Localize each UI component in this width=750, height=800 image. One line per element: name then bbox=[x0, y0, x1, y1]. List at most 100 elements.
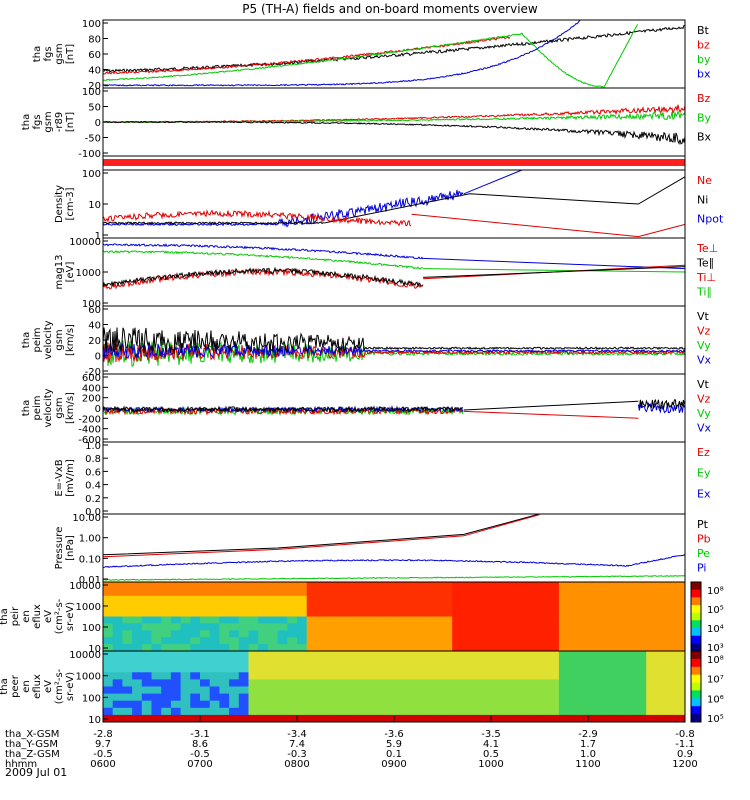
spectro-cell bbox=[461, 679, 473, 687]
legend-Te∥: Te∥ bbox=[696, 257, 714, 270]
spectro-cell bbox=[335, 665, 346, 673]
spectro-cell bbox=[180, 658, 191, 666]
spectro-cell bbox=[558, 651, 570, 659]
spectro-cell bbox=[277, 686, 288, 695]
ylabel-line: sr-eV) bbox=[65, 672, 76, 701]
spectro-cell bbox=[461, 714, 473, 723]
spectro-cell bbox=[665, 644, 676, 652]
spectro-cell bbox=[452, 679, 463, 687]
spectro-cell bbox=[413, 602, 424, 611]
spectro-cell bbox=[161, 714, 172, 723]
spectro-cell bbox=[151, 623, 162, 631]
spectro-cell bbox=[607, 582, 618, 590]
spectro-cell bbox=[491, 623, 502, 631]
spectro-cell bbox=[103, 679, 114, 687]
spectro-cell bbox=[374, 672, 385, 680]
spectro-cell bbox=[364, 582, 376, 590]
spectro-cell bbox=[151, 588, 162, 597]
spectro-cell bbox=[607, 623, 618, 631]
spectro-cell bbox=[316, 623, 327, 631]
spectro-cell bbox=[161, 679, 172, 687]
spectro-cell bbox=[355, 616, 366, 624]
spectro-cell bbox=[345, 714, 356, 723]
spectro-cell bbox=[529, 616, 540, 624]
panel-10: 10000 1000 100 10 tha peer en eflux eV (cm²-s-sr-… bbox=[0, 650, 686, 726]
spectro-cell bbox=[161, 630, 172, 638]
spectro-cell bbox=[248, 616, 259, 624]
spectro-cell bbox=[500, 616, 511, 624]
spectro-cell bbox=[655, 588, 667, 597]
spectro-cell bbox=[529, 679, 540, 687]
spectro-cell bbox=[267, 630, 279, 638]
spectro-cell bbox=[170, 665, 182, 673]
spectro-cell bbox=[112, 651, 123, 659]
panel-10-plot bbox=[103, 651, 686, 723]
legend-Vx: Vx bbox=[697, 422, 712, 435]
spectro-cell bbox=[200, 602, 211, 611]
spectro-cell bbox=[471, 651, 482, 659]
spectro-cell bbox=[617, 609, 628, 617]
spectro-cell bbox=[471, 693, 482, 702]
spectro-cell bbox=[491, 672, 502, 680]
spectro-cell bbox=[297, 679, 308, 687]
spectro-cell bbox=[219, 582, 230, 590]
spectro-cell bbox=[675, 630, 686, 638]
spectro-cell bbox=[316, 679, 327, 687]
spectro-cell bbox=[238, 623, 249, 631]
spectro-cell bbox=[248, 658, 259, 666]
y-tick-label: 0.8 bbox=[85, 454, 101, 465]
spectro-cell bbox=[267, 693, 279, 702]
spectro-cell bbox=[675, 714, 686, 723]
spectro-cell bbox=[170, 602, 182, 611]
spectro-cell bbox=[403, 644, 414, 652]
spectro-cell bbox=[287, 623, 298, 631]
spectro-cell bbox=[500, 693, 511, 702]
y-tick-label: 1000 bbox=[76, 268, 101, 279]
spectro-cell bbox=[219, 658, 230, 666]
spectro-cell bbox=[423, 686, 434, 695]
spectro-cell bbox=[200, 623, 211, 631]
spectro-cell bbox=[112, 582, 123, 590]
spectro-cell bbox=[229, 616, 240, 624]
spectro-cell bbox=[578, 588, 589, 597]
spectro-cell bbox=[520, 714, 531, 723]
spectro-cell bbox=[122, 672, 133, 680]
spectro-cell bbox=[529, 582, 540, 590]
spectro-cell bbox=[364, 693, 376, 702]
spectro-cell bbox=[626, 630, 637, 638]
series-by bbox=[102, 32, 604, 88]
spectro-cell bbox=[520, 693, 531, 702]
spectro-cell bbox=[122, 602, 133, 611]
spectro-cell bbox=[510, 651, 521, 659]
spectro-cell bbox=[481, 679, 492, 687]
spectro-cell bbox=[209, 700, 220, 709]
spectro-cell bbox=[539, 686, 550, 695]
spectro-cell bbox=[442, 679, 453, 687]
spectro-cell bbox=[355, 637, 366, 645]
panel-3: 100 10 1 Density [cm-3] Ne Ni Npot bbox=[54, 169, 724, 242]
spectro-cell bbox=[432, 679, 443, 687]
spectro-cell bbox=[297, 686, 308, 695]
spectro-cell bbox=[316, 672, 327, 680]
xaxis-value: -0.5 bbox=[190, 749, 210, 760]
ylabel-line: [mV/m] bbox=[65, 459, 76, 497]
spectro-cell bbox=[238, 700, 249, 709]
spectro-cell bbox=[626, 616, 637, 624]
spectro-cell bbox=[122, 616, 133, 624]
spectro-cell bbox=[539, 630, 550, 638]
spectro-cell bbox=[122, 707, 133, 716]
spectro-cell bbox=[248, 693, 259, 702]
ylabel-line: en bbox=[21, 610, 32, 623]
panel-9-ylabel: tha peir en eflux eV (cm²-s-sr-eV) bbox=[0, 598, 76, 634]
spectro-cell bbox=[442, 595, 453, 604]
spectro-cell bbox=[500, 623, 511, 631]
spectro-cell bbox=[636, 609, 647, 617]
spectro-cell bbox=[529, 623, 540, 631]
spectro-cell bbox=[394, 665, 405, 673]
spectro-cell bbox=[229, 672, 240, 680]
spectro-cell bbox=[539, 658, 550, 666]
spectro-cell bbox=[529, 588, 540, 597]
panel-3-ylabel: Density [cm-3] bbox=[54, 185, 76, 223]
spectro-cell bbox=[238, 609, 249, 617]
spectro-cell bbox=[229, 637, 240, 645]
